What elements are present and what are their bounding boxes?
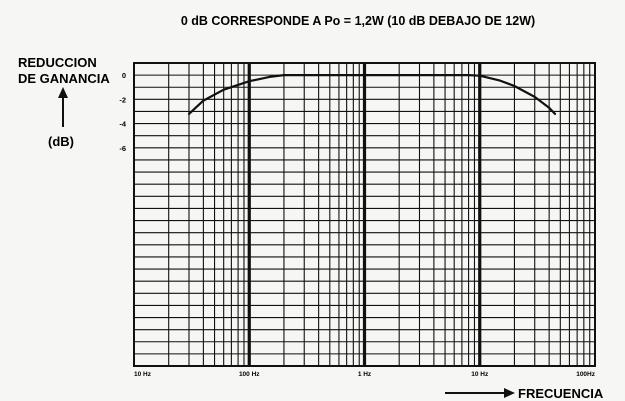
decade-gridline <box>478 63 482 366</box>
response-curve-line <box>187 73 557 116</box>
up-arrow-icon <box>58 87 68 127</box>
x-tick-label: 10 Hz <box>134 371 152 378</box>
response-curve-layer <box>187 73 557 116</box>
decade-gridline <box>247 63 251 366</box>
chart-grid <box>133 62 596 367</box>
decade-gridline <box>362 63 367 366</box>
x-axis-label: FRECUENCIA <box>518 386 604 401</box>
y-axis-label-line1: REDUCCION <box>18 55 97 70</box>
y-axis-label-line2: DE GANANCIA <box>18 71 110 86</box>
y-axis-unit: (dB) <box>48 134 74 149</box>
y-tick-label: -4 <box>119 120 126 129</box>
y-tick-label: 0 <box>122 71 126 80</box>
plot-frame <box>133 62 596 367</box>
tick-labels: 10 Hz 100 Hz 1 Hz 10 Hz 100Hz 0 -2 -4 -6 <box>119 71 595 378</box>
chart-title: 0 dB CORRESPONDE A Po = 1,2W (10 dB DEBA… <box>181 14 535 28</box>
y-tick-label: -2 <box>119 95 126 104</box>
right-arrow-icon <box>445 388 515 398</box>
x-tick-label: 100 Hz <box>239 371 260 378</box>
y-tick-label: -6 <box>119 144 126 153</box>
x-tick-label: 100Hz <box>576 371 596 378</box>
x-tick-label: 1 Hz <box>358 371 372 378</box>
x-tick-label: 10 Hz <box>471 371 489 378</box>
